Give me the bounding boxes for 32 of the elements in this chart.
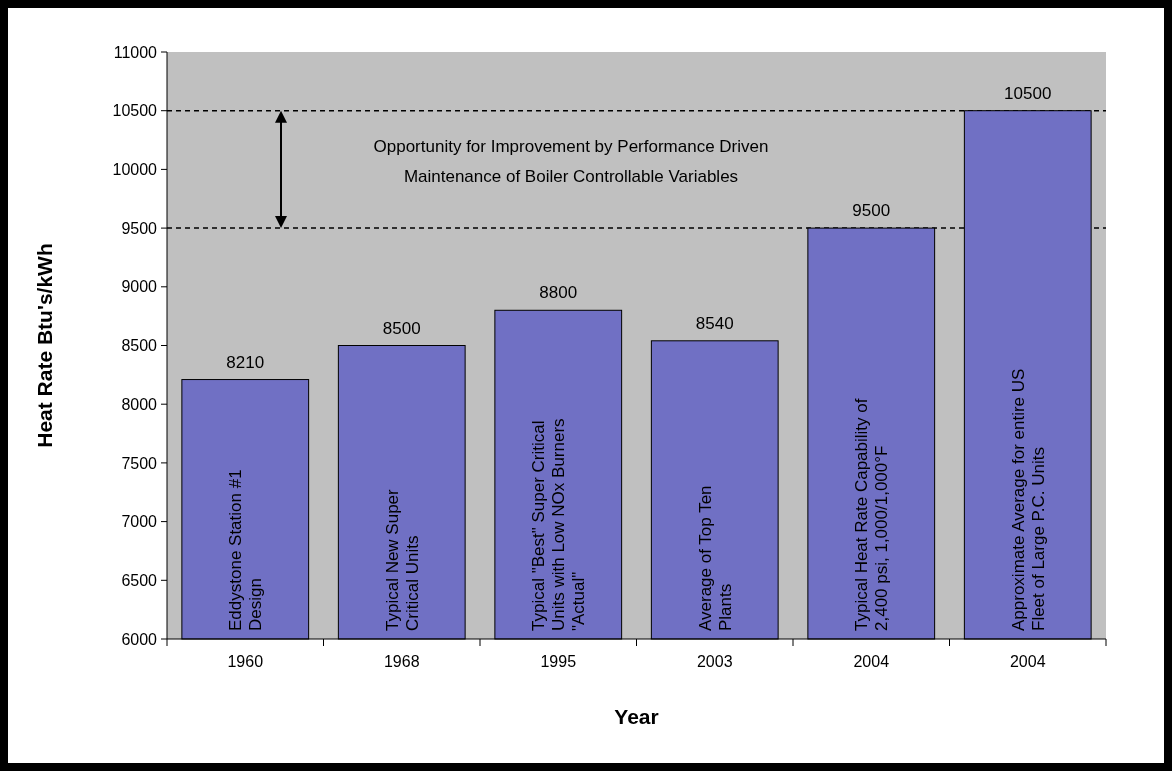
x-tick-label: 1968 (383, 653, 420, 670)
data-label: 8800 (539, 283, 578, 303)
annotation: Average of Top Ten Plants (695, 485, 735, 631)
y-tick-label: 6000 (121, 630, 158, 648)
y-axis-title: Heat Rate Btu's/kWh (33, 243, 56, 448)
y-tick-label: 7500 (121, 454, 158, 472)
x-tick-label: 2004 (853, 653, 890, 670)
annotation: Opportunity for Improvement by Performance Driven Maintenance of Boiler Controllable Variables (373, 137, 769, 187)
data-label: 8500 (382, 318, 421, 338)
data-label: 8540 (695, 313, 734, 333)
data-label: 8210 (226, 352, 265, 372)
x-tick-label: 2004 (1009, 653, 1046, 670)
annotation: Eddystone Station #1 Design (226, 469, 266, 631)
y-tick-label: 9000 (121, 278, 158, 296)
x-axis-title: Year (614, 705, 659, 728)
y-tick-label: 6500 (121, 571, 158, 589)
y-tick-label: 8500 (121, 337, 158, 355)
annotation: Typical "Best" Super Critical Units with Low NOx Burners "Actual" (529, 418, 589, 631)
annotation: Typical Heat Rate Capability of 2,400 psi, 1,000/1,000°F (852, 398, 892, 631)
x-tick-label: 1995 (540, 653, 577, 670)
data-label: 9500 (852, 201, 891, 221)
y-tick-label: 8000 (121, 395, 158, 413)
y-tick-label: 9500 (121, 219, 158, 237)
y-tick-label: 10500 (112, 102, 158, 120)
y-tick-label: 7000 (121, 513, 158, 531)
x-tick-label: 2003 (696, 653, 733, 670)
annotation: Typical New Super Critical Units (382, 488, 422, 631)
y-tick-label: 10000 (112, 161, 158, 178)
annotation: Approximate Average for entire US Fleet of Large P.C. Units (1008, 368, 1048, 631)
data-label: 10500 (1004, 83, 1052, 103)
x-tick-label: 1960 (227, 653, 264, 670)
y-tick-label: 11000 (113, 43, 158, 61)
